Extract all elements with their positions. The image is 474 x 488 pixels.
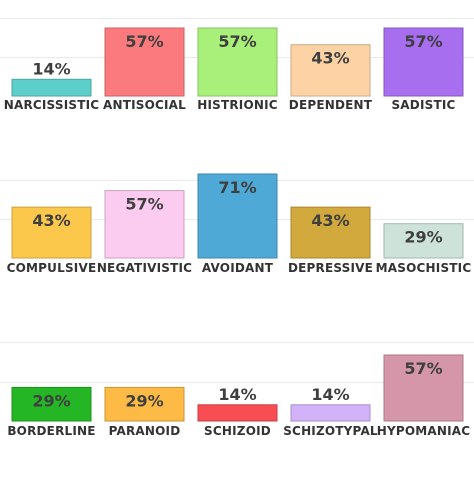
bar-paranoid <box>104 386 185 422</box>
category-label: HYPOMANIAC <box>377 424 471 438</box>
value-label: 57% <box>218 32 256 51</box>
chart-1: 14% NARCISSISTIC 57% ANTISOCIAL 57% HISTRIONI… <box>0 18 474 112</box>
category-label: BORDERLINE <box>7 424 95 438</box>
bar-histrionic <box>197 27 278 97</box>
bar-depressive <box>290 206 371 259</box>
value-label: 14% <box>32 59 70 78</box>
category-label: ANTISOCIAL <box>103 98 186 112</box>
category-label: NARCISSISTIC <box>4 98 100 112</box>
value-label: 43% <box>311 211 349 230</box>
value-label: 57% <box>404 32 442 51</box>
chart-2: 43% COMPULSIVE 57% NEGATIVISTIC 71% AVOIDANT 4… <box>0 173 474 275</box>
bar-antisocial <box>104 27 185 97</box>
value-label: 29% <box>125 391 163 410</box>
bar-dependent <box>290 44 371 97</box>
category-label: SCHIZOID <box>204 424 271 438</box>
value-label: 57% <box>125 32 163 51</box>
value-label: 57% <box>404 359 442 378</box>
value-label: 43% <box>311 49 349 68</box>
category-label: DEPRESSIVE <box>288 261 373 275</box>
value-label: 14% <box>311 385 349 404</box>
category-label: COMPULSIVE <box>7 261 97 275</box>
category-label: HISTRIONIC <box>197 98 278 112</box>
category-label: SCHIZOTYPAL <box>283 424 378 438</box>
bar-sadistic <box>383 27 464 97</box>
bar-narcissistic <box>11 78 92 97</box>
value-label: 57% <box>125 195 163 214</box>
bar-masochistic <box>383 223 464 259</box>
bar-schizoid <box>197 404 278 422</box>
value-label: 29% <box>32 391 70 410</box>
value-label: 71% <box>218 178 256 197</box>
bar-borderline <box>11 386 92 422</box>
category-label: AVOIDANT <box>202 261 274 275</box>
bar-compulsive <box>11 206 92 259</box>
category-label: PARANOID <box>109 424 181 438</box>
category-label: NEGATIVISTIC <box>97 261 192 275</box>
bar-schizotypal <box>290 404 371 422</box>
value-label: 43% <box>32 211 70 230</box>
value-label: 14% <box>218 385 256 404</box>
category-label: DEPENDENT <box>289 98 373 112</box>
chart-3: 29% BORDERLINE 29% PARANOID 14% SCHIZOID 14% SC… <box>0 342 474 438</box>
category-label: MASOCHISTIC <box>376 261 472 275</box>
bar-negativistic <box>104 190 185 259</box>
value-label: 29% <box>404 228 442 247</box>
bar-hypomaniac <box>383 354 464 422</box>
category-label: SADISTIC <box>391 98 455 112</box>
bar-avoidant <box>197 173 278 259</box>
